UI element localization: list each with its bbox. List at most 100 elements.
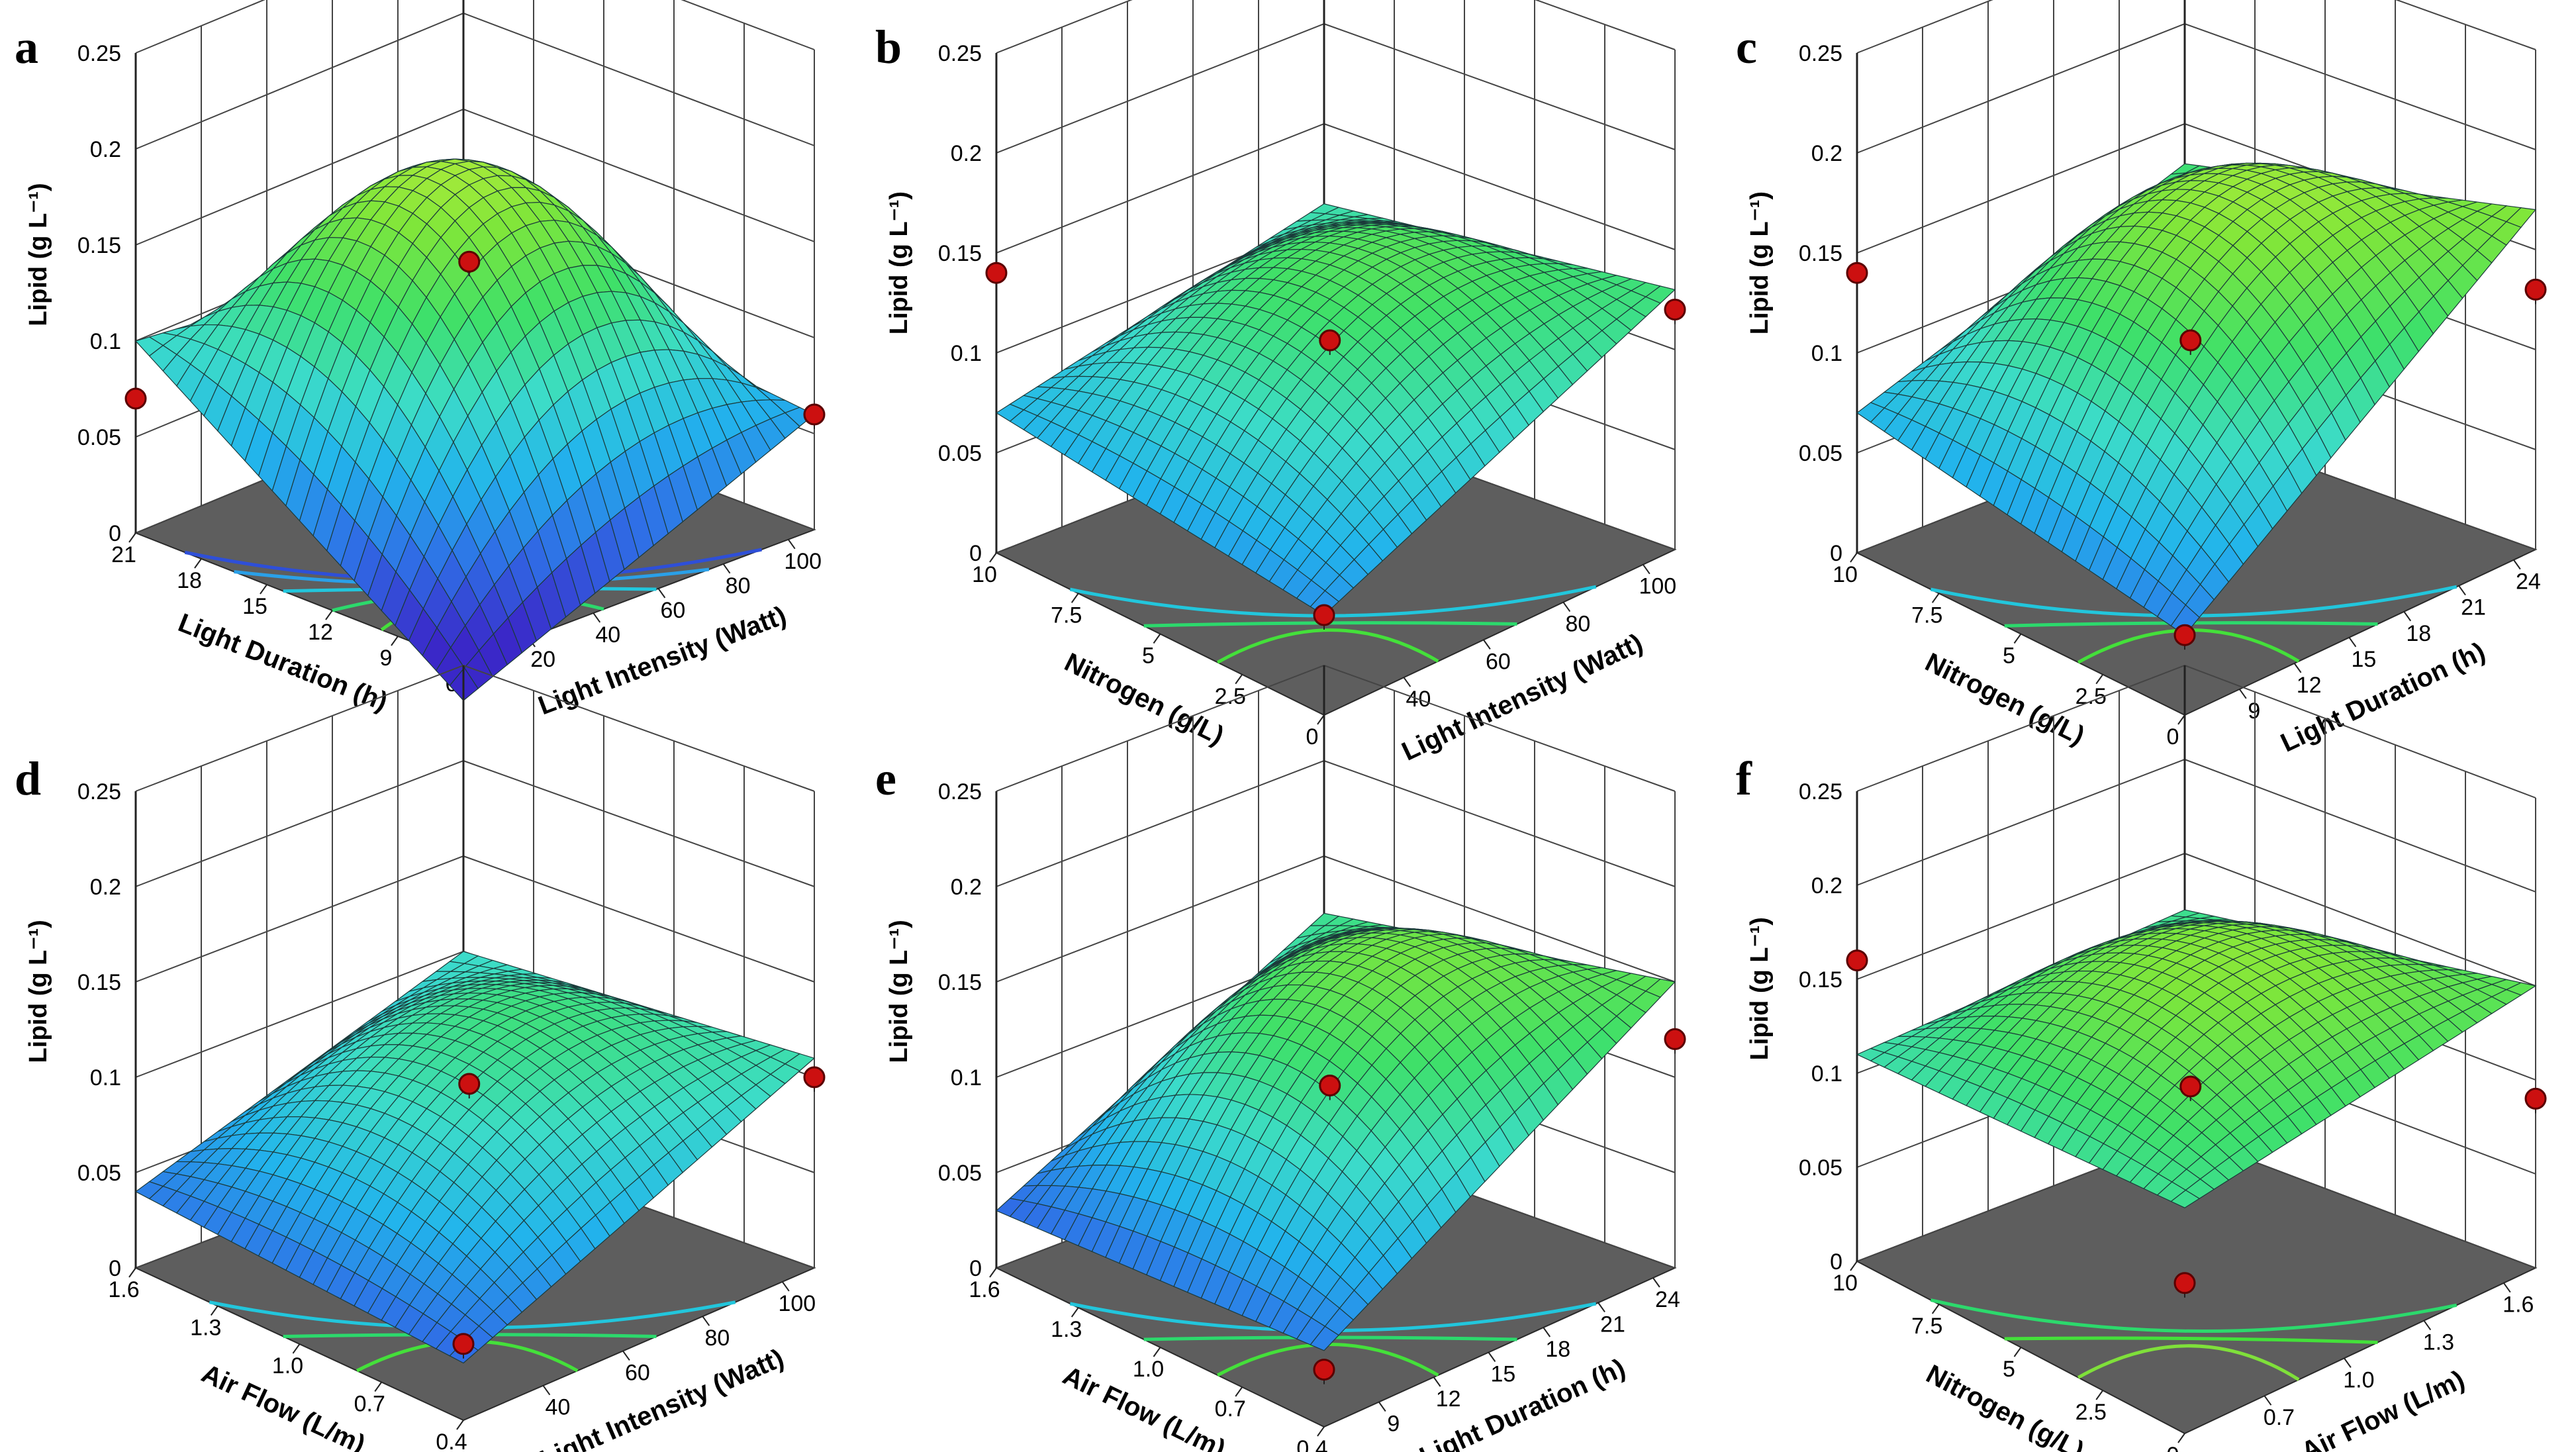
z-tick-label: 0.2 [1811,141,1842,166]
contour-line [2077,1344,2300,1381]
design-point [2524,1087,2547,1110]
x-tick-label: 1.0 [272,1353,303,1379]
z-tick-label: 0.05 [1799,1155,1842,1181]
y-tick-label: 12 [1436,1386,1461,1412]
y-tick-label: 100 [778,1291,816,1316]
z-tick-label: 0.05 [938,441,982,466]
x-tick-mark [989,1267,997,1278]
x-tick-label: 10 [972,562,997,587]
x-tick-mark [2013,633,2022,644]
panel-letter-d: d [15,752,41,805]
x-tick-label: 0 [2167,724,2179,750]
z-gridline [135,759,815,887]
x-tick-label: 15 [242,594,267,619]
x-tick-mark [1235,674,1243,685]
design-point [1313,604,1335,626]
z-tick-label: 0.25 [938,779,982,804]
z-axis-label: Lipid (g L⁻¹) [885,920,913,1063]
x-tick-label: 12 [308,620,333,645]
surface-cell [1310,1326,1340,1351]
x-axis-title: Light Duration (h) [174,608,391,716]
design-point [458,250,481,273]
x-tick-label: 0.7 [1215,1396,1246,1422]
design-point [803,403,826,426]
x-tick-label: 7.5 [1911,1314,1942,1339]
y-tick-label: 9 [2248,699,2260,724]
z-tick-label: 0.15 [77,970,121,995]
z-gridline [135,0,815,54]
design-point [124,387,147,410]
x-tick-mark [1317,1426,1325,1437]
z-gridline [1856,0,2536,54]
y-tick-label: 80 [704,1326,730,1351]
response-surface [995,912,1676,1351]
z-tick-label: 0.25 [1799,41,1842,66]
z-gridline [135,12,815,150]
design-point [458,1073,481,1095]
design-point [2524,278,2547,301]
y-tick-mark [1598,1302,1605,1313]
x-tick-mark [325,610,333,620]
design-point [452,1333,475,1355]
x-tick-mark [260,584,267,595]
x-tick-label: 0 [2167,1443,2179,1452]
contour-line [1216,628,1439,664]
y-tick-label: 60 [625,1360,650,1385]
design-point [1664,1028,1686,1050]
y-tick-label: 24 [1655,1287,1680,1312]
panel-letter-a: a [15,21,38,73]
y-tick-mark [1488,1351,1496,1363]
x-tick-mark [194,558,202,569]
y-tick-mark [782,1281,790,1292]
y-tick-mark [2458,585,2466,596]
z-axis-label: Lipid (g L⁻¹) [1746,191,1774,334]
z-tick-label: 0.15 [1799,967,1842,992]
y-tick-label: 21 [1600,1312,1625,1337]
z-tick-label: 0.05 [938,1161,982,1186]
x-tick-mark [1850,552,1858,563]
x-tick-mark [989,552,997,563]
z-tick-label: 0.1 [951,1065,982,1090]
x-tick-mark [1153,633,1161,644]
x-tick-label: 1.6 [108,1277,139,1302]
y-tick-mark [593,612,601,623]
design-point [2179,1075,2202,1098]
x-tick-label: 5 [2003,644,2015,669]
design-point [803,1066,826,1089]
z-tick-label: 0.2 [1811,873,1842,898]
z-tick-label: 0.1 [1811,341,1842,366]
x-tick-label: 1.3 [190,1316,221,1341]
y-tick-label: 24 [2516,569,2541,595]
z-gridline [996,759,1676,887]
design-point [1664,299,1686,321]
design-point [2173,624,2196,646]
panel-a: 0 0.05 0.1 0.15 0.2 0.25 Lipid (g L⁻¹) 21 18 15 12… [24,0,826,720]
contour-line [1930,1298,2457,1333]
y-tick-mark [1652,1277,1660,1288]
design-point [2179,329,2202,352]
z-tick-label: 0.15 [938,241,982,266]
z-tick-label: 0.25 [938,41,982,66]
y-tick-mark [787,539,796,550]
panel-letter-f: f [1736,752,1752,805]
x-tick-label: 10 [1833,562,1858,587]
design-point [1319,1075,1341,1096]
y-tick-label: 12 [2297,673,2322,698]
y-tick-label: 20 [530,647,555,672]
y-tick-label: 0.7 [2264,1405,2295,1430]
z-tick-label: 0.1 [90,1065,121,1090]
response-surface [1856,162,2537,636]
design-point [2173,1272,2196,1294]
panel-d: 0 0.05 0.1 0.15 0.2 0.25 Lipid (g L⁻¹) 1.6 1.3 1.… [24,664,826,1452]
z-axis-label: Lipid (g L⁻¹) [885,191,913,334]
y-tick-mark [722,563,731,574]
z-tick-label: 0 [969,1256,982,1281]
x-tick-label: 5 [2003,1357,2015,1382]
y-tick-label: 40 [546,1395,571,1420]
y-tick-label: 80 [1565,612,1590,637]
panel-letter-c: c [1736,21,1757,73]
z-gridline [996,23,1676,154]
design-point [985,262,1008,284]
contour-line [2004,1336,2378,1344]
